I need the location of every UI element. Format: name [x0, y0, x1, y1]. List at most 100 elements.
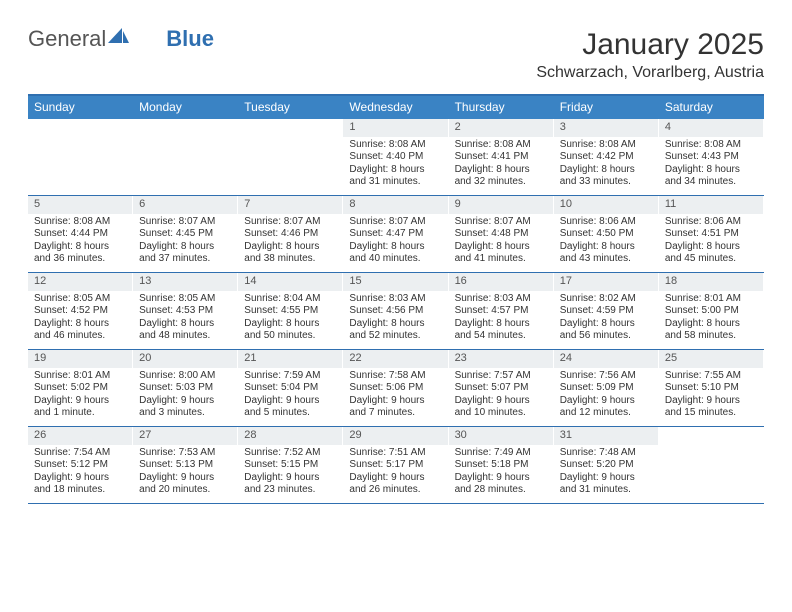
daylight-text-2: and 10 minutes. — [455, 407, 548, 420]
day-details: Sunrise: 8:08 AMSunset: 4:41 PMDaylight:… — [449, 137, 554, 193]
day-number: 24 — [554, 350, 659, 368]
daylight-text-1: Daylight: 8 hours — [455, 241, 548, 254]
daylight-text-2: and 20 minutes. — [139, 484, 232, 497]
day-number: 28 — [238, 427, 343, 445]
calendar-week: 12Sunrise: 8:05 AMSunset: 4:52 PMDayligh… — [28, 273, 764, 350]
sunrise-text: Sunrise: 7:58 AM — [349, 370, 442, 383]
calendar-day-cell — [133, 119, 238, 195]
day-number: 4 — [659, 119, 764, 137]
sunset-text: Sunset: 4:53 PM — [139, 305, 232, 318]
day-number: 2 — [449, 119, 554, 137]
calendar-day-cell: 20Sunrise: 8:00 AMSunset: 5:03 PMDayligh… — [133, 350, 238, 426]
calendar-body: 1Sunrise: 8:08 AMSunset: 4:40 PMDaylight… — [28, 119, 764, 504]
calendar-day-cell: 23Sunrise: 7:57 AMSunset: 5:07 PMDayligh… — [449, 350, 554, 426]
sunrise-text: Sunrise: 7:54 AM — [34, 447, 127, 460]
sunset-text: Sunset: 5:02 PM — [34, 382, 127, 395]
sunset-text: Sunset: 4:55 PM — [244, 305, 337, 318]
daylight-text-1: Daylight: 8 hours — [244, 318, 337, 331]
sunrise-text: Sunrise: 7:53 AM — [139, 447, 232, 460]
daylight-text-2: and 23 minutes. — [244, 484, 337, 497]
daylight-text-2: and 40 minutes. — [349, 253, 442, 266]
sunset-text: Sunset: 5:09 PM — [560, 382, 653, 395]
day-number: 5 — [28, 196, 133, 214]
sunset-text: Sunset: 5:03 PM — [139, 382, 232, 395]
sunrise-text: Sunrise: 8:05 AM — [34, 293, 127, 306]
daylight-text-1: Daylight: 8 hours — [665, 318, 758, 331]
calendar-day-cell: 4Sunrise: 8:08 AMSunset: 4:43 PMDaylight… — [659, 119, 764, 195]
daylight-text-1: Daylight: 8 hours — [139, 318, 232, 331]
sunrise-text: Sunrise: 7:51 AM — [349, 447, 442, 460]
sunrise-text: Sunrise: 8:08 AM — [560, 139, 653, 152]
sunset-text: Sunset: 5:18 PM — [455, 459, 548, 472]
calendar-day-cell: 30Sunrise: 7:49 AMSunset: 5:18 PMDayligh… — [449, 427, 554, 503]
day-number: 14 — [238, 273, 343, 291]
sunrise-text: Sunrise: 8:08 AM — [455, 139, 548, 152]
day-details: Sunrise: 7:53 AMSunset: 5:13 PMDaylight:… — [133, 445, 238, 501]
calendar-day-cell: 22Sunrise: 7:58 AMSunset: 5:06 PMDayligh… — [343, 350, 448, 426]
calendar-day-cell: 1Sunrise: 8:08 AMSunset: 4:40 PMDaylight… — [343, 119, 448, 195]
calendar-week: 26Sunrise: 7:54 AMSunset: 5:12 PMDayligh… — [28, 427, 764, 504]
sunrise-text: Sunrise: 8:01 AM — [665, 293, 758, 306]
brand-logo: General Blue — [28, 28, 214, 50]
daylight-text-1: Daylight: 9 hours — [139, 472, 232, 485]
sunset-text: Sunset: 4:52 PM — [34, 305, 127, 318]
day-number: 3 — [554, 119, 659, 137]
day-details: Sunrise: 8:06 AMSunset: 4:51 PMDaylight:… — [659, 214, 764, 270]
sunrise-text: Sunrise: 8:06 AM — [665, 216, 758, 229]
calendar-day-cell: 21Sunrise: 7:59 AMSunset: 5:04 PMDayligh… — [238, 350, 343, 426]
daylight-text-1: Daylight: 8 hours — [349, 318, 442, 331]
sunset-text: Sunset: 5:17 PM — [349, 459, 442, 472]
day-number: 30 — [449, 427, 554, 445]
day-details: Sunrise: 7:51 AMSunset: 5:17 PMDaylight:… — [343, 445, 448, 501]
day-details: Sunrise: 7:59 AMSunset: 5:04 PMDaylight:… — [238, 368, 343, 424]
daylight-text-1: Daylight: 8 hours — [560, 164, 653, 177]
day-details: Sunrise: 8:08 AMSunset: 4:42 PMDaylight:… — [554, 137, 659, 193]
page-header: General Blue January 2025 Schwarzach, Vo… — [28, 28, 764, 82]
calendar-day-cell — [238, 119, 343, 195]
day-details: Sunrise: 8:07 AMSunset: 4:47 PMDaylight:… — [343, 214, 448, 270]
sunrise-text: Sunrise: 8:08 AM — [665, 139, 758, 152]
sunrise-text: Sunrise: 8:06 AM — [560, 216, 653, 229]
brand-word-2: Blue — [166, 28, 214, 50]
day-number: 27 — [133, 427, 238, 445]
sunset-text: Sunset: 4:43 PM — [665, 151, 758, 164]
sunset-text: Sunset: 4:40 PM — [349, 151, 442, 164]
calendar-day-cell: 12Sunrise: 8:05 AMSunset: 4:52 PMDayligh… — [28, 273, 133, 349]
daylight-text-1: Daylight: 9 hours — [349, 395, 442, 408]
daylight-text-2: and 28 minutes. — [455, 484, 548, 497]
calendar-day-cell: 3Sunrise: 8:08 AMSunset: 4:42 PMDaylight… — [554, 119, 659, 195]
daylight-text-1: Daylight: 9 hours — [244, 472, 337, 485]
day-number: 16 — [449, 273, 554, 291]
sunrise-text: Sunrise: 7:49 AM — [455, 447, 548, 460]
day-details: Sunrise: 8:02 AMSunset: 4:59 PMDaylight:… — [554, 291, 659, 347]
daylight-text-1: Daylight: 9 hours — [349, 472, 442, 485]
weekday-header: Tuesday — [238, 96, 343, 119]
daylight-text-2: and 36 minutes. — [34, 253, 127, 266]
sunrise-text: Sunrise: 7:48 AM — [560, 447, 653, 460]
day-details: Sunrise: 8:03 AMSunset: 4:56 PMDaylight:… — [343, 291, 448, 347]
calendar-day-cell: 14Sunrise: 8:04 AMSunset: 4:55 PMDayligh… — [238, 273, 343, 349]
daylight-text-1: Daylight: 8 hours — [34, 241, 127, 254]
day-number: 31 — [554, 427, 659, 445]
day-details: Sunrise: 8:06 AMSunset: 4:50 PMDaylight:… — [554, 214, 659, 270]
daylight-text-2: and 50 minutes. — [244, 330, 337, 343]
sunrise-text: Sunrise: 7:57 AM — [455, 370, 548, 383]
day-number: 9 — [449, 196, 554, 214]
day-number: 26 — [28, 427, 133, 445]
weekday-header: Wednesday — [343, 96, 448, 119]
day-details: Sunrise: 7:58 AMSunset: 5:06 PMDaylight:… — [343, 368, 448, 424]
calendar-day-cell: 2Sunrise: 8:08 AMSunset: 4:41 PMDaylight… — [449, 119, 554, 195]
daylight-text-2: and 31 minutes. — [560, 484, 653, 497]
daylight-text-1: Daylight: 9 hours — [560, 472, 653, 485]
day-details: Sunrise: 8:07 AMSunset: 4:46 PMDaylight:… — [238, 214, 343, 270]
day-number: 21 — [238, 350, 343, 368]
calendar-day-cell: 28Sunrise: 7:52 AMSunset: 5:15 PMDayligh… — [238, 427, 343, 503]
sunset-text: Sunset: 4:48 PM — [455, 228, 548, 241]
calendar-day-cell: 16Sunrise: 8:03 AMSunset: 4:57 PMDayligh… — [449, 273, 554, 349]
calendar-day-cell: 31Sunrise: 7:48 AMSunset: 5:20 PMDayligh… — [554, 427, 659, 503]
calendar-day-cell: 10Sunrise: 8:06 AMSunset: 4:50 PMDayligh… — [554, 196, 659, 272]
calendar-page: General Blue January 2025 Schwarzach, Vo… — [0, 0, 792, 504]
day-details: Sunrise: 8:01 AMSunset: 5:02 PMDaylight:… — [28, 368, 133, 424]
sunset-text: Sunset: 5:10 PM — [665, 382, 758, 395]
sunset-text: Sunset: 4:47 PM — [349, 228, 442, 241]
